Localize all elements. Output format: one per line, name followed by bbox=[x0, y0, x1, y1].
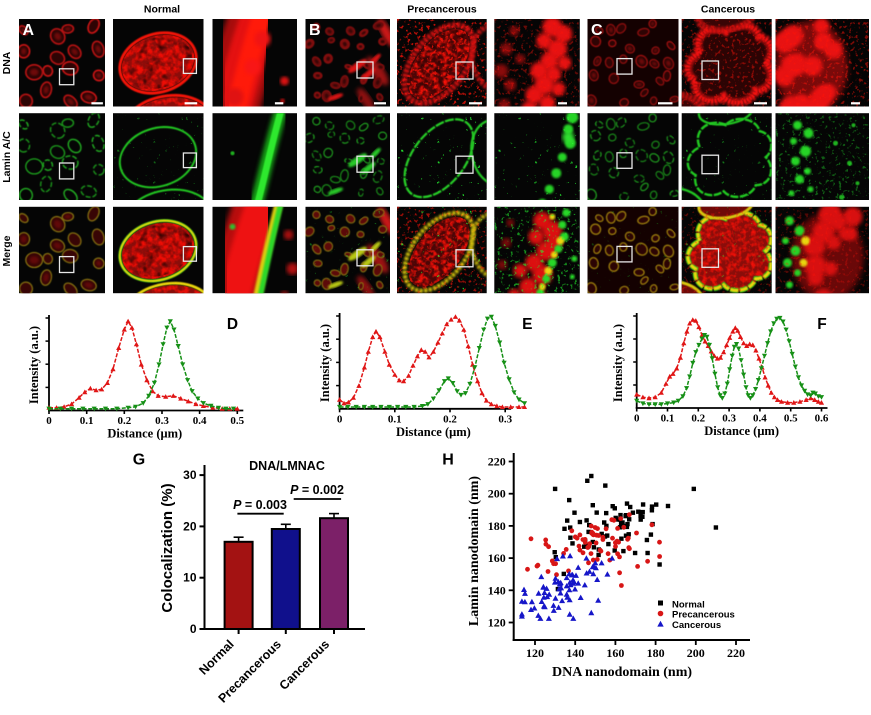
svg-text:120: 120 bbox=[526, 646, 544, 660]
svg-text:0: 0 bbox=[46, 415, 52, 427]
svg-text:30: 30 bbox=[183, 468, 197, 482]
svg-text:Lamin nanodomain (nm): Lamin nanodomain (nm) bbox=[467, 476, 482, 626]
svg-text:P = 0.002: P = 0.002 bbox=[290, 483, 344, 497]
svg-text:0.1: 0.1 bbox=[388, 413, 402, 425]
svg-text:180: 180 bbox=[488, 519, 506, 533]
svg-text:Intensity (a.u.): Intensity (a.u.) bbox=[611, 324, 625, 402]
svg-text:H: H bbox=[442, 452, 454, 469]
svg-text:0.3: 0.3 bbox=[155, 415, 169, 427]
svg-text:DNA: DNA bbox=[1, 51, 13, 74]
svg-text:140: 140 bbox=[566, 646, 584, 660]
svg-text:0.1: 0.1 bbox=[661, 413, 675, 425]
svg-text:220: 220 bbox=[488, 455, 506, 469]
svg-text:0.5: 0.5 bbox=[784, 413, 798, 425]
svg-text:Intensity (a.u.): Intensity (a.u.) bbox=[318, 324, 332, 402]
svg-text:160: 160 bbox=[606, 646, 624, 660]
svg-text:200: 200 bbox=[488, 487, 506, 501]
svg-text:20: 20 bbox=[183, 519, 197, 533]
svg-text:Normal: Normal bbox=[144, 4, 180, 16]
svg-text:Lamin A/C: Lamin A/C bbox=[1, 131, 13, 183]
svg-text:220: 220 bbox=[727, 646, 745, 660]
svg-text:10: 10 bbox=[183, 571, 197, 585]
svg-text:P = 0.003: P = 0.003 bbox=[233, 498, 287, 512]
svg-text:0.3: 0.3 bbox=[498, 413, 512, 425]
svg-text:120: 120 bbox=[488, 616, 506, 630]
svg-text:180: 180 bbox=[647, 646, 665, 660]
svg-text:0.3: 0.3 bbox=[722, 413, 736, 425]
svg-text:140: 140 bbox=[488, 583, 506, 597]
svg-text:0.4: 0.4 bbox=[753, 413, 767, 425]
svg-text:DNA nanodomain (nm): DNA nanodomain (nm) bbox=[552, 665, 692, 680]
svg-text:Distance (μm): Distance (μm) bbox=[107, 427, 182, 441]
svg-text:Cancerous: Cancerous bbox=[701, 4, 755, 16]
svg-text:Merge: Merge bbox=[1, 235, 13, 266]
svg-text:Intensity (a.u.): Intensity (a.u.) bbox=[27, 326, 41, 404]
svg-text:0.2: 0.2 bbox=[691, 413, 705, 425]
svg-text:DNA/LMNAC: DNA/LMNAC bbox=[249, 459, 325, 473]
svg-text:0: 0 bbox=[337, 413, 343, 425]
svg-text:C: C bbox=[591, 22, 603, 39]
svg-text:0.2: 0.2 bbox=[443, 413, 457, 425]
svg-text:0.6: 0.6 bbox=[815, 413, 829, 425]
svg-text:0.5: 0.5 bbox=[230, 415, 244, 427]
svg-text:F: F bbox=[817, 316, 826, 333]
svg-text:Colocalization (%): Colocalization (%) bbox=[159, 483, 176, 612]
svg-text:E: E bbox=[522, 316, 532, 333]
svg-text:A: A bbox=[23, 22, 35, 39]
svg-text:Distance (μm): Distance (μm) bbox=[396, 425, 471, 439]
svg-text:0: 0 bbox=[190, 622, 197, 636]
svg-text:Normal: Normal bbox=[672, 600, 705, 611]
svg-text:0.4: 0.4 bbox=[193, 415, 207, 427]
svg-text:0: 0 bbox=[634, 413, 640, 425]
svg-text:0.2: 0.2 bbox=[117, 415, 131, 427]
svg-text:Precancerous: Precancerous bbox=[407, 4, 477, 16]
svg-text:G: G bbox=[133, 452, 145, 469]
svg-text:Precancerous: Precancerous bbox=[672, 610, 735, 621]
svg-text:D: D bbox=[227, 316, 238, 333]
svg-text:160: 160 bbox=[488, 551, 506, 565]
svg-text:0.1: 0.1 bbox=[80, 415, 94, 427]
svg-text:200: 200 bbox=[687, 646, 705, 660]
svg-text:Cancerous: Cancerous bbox=[672, 620, 721, 631]
svg-text:Distance (μm): Distance (μm) bbox=[704, 424, 779, 438]
svg-text:B: B bbox=[309, 22, 321, 39]
